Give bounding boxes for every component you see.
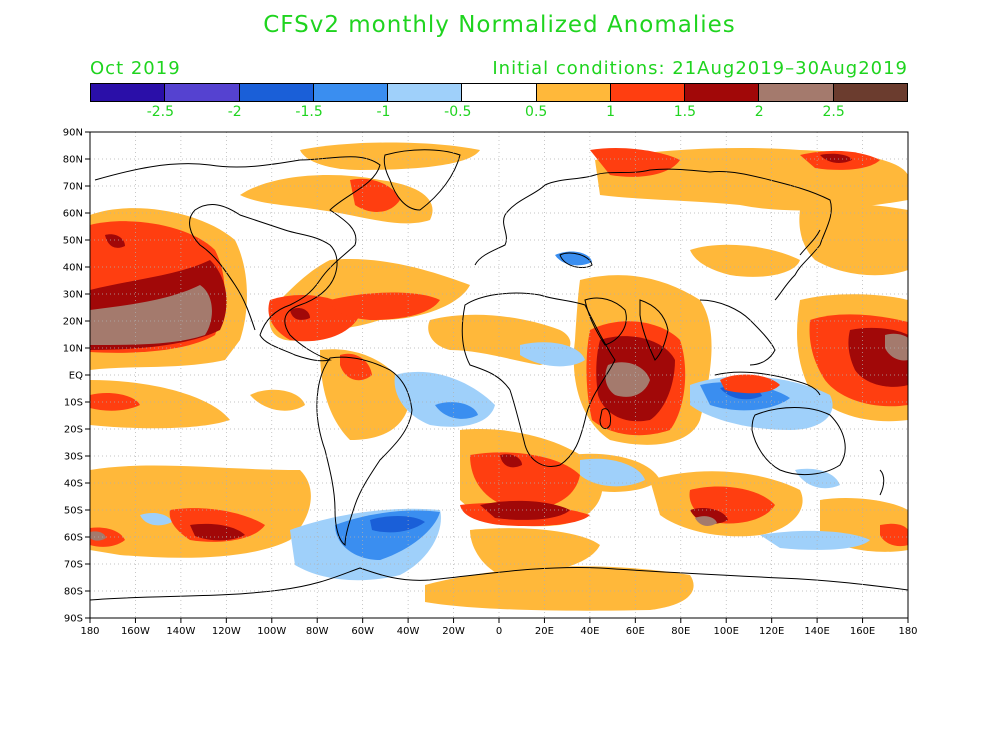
colorbar-tick-label: -2.5 bbox=[146, 104, 175, 120]
coast-new-zealand bbox=[879, 469, 885, 496]
lat-tick-label: 30N bbox=[63, 290, 83, 301]
colorbar-segment bbox=[239, 84, 314, 101]
colorbar-segment bbox=[165, 84, 240, 101]
coast-india bbox=[639, 299, 669, 361]
coast-africa bbox=[461, 292, 616, 467]
lon-tick-label: 140E bbox=[804, 626, 829, 637]
colorbar-tick-label: -1.5 bbox=[295, 104, 323, 120]
lat-tick-label: 30S bbox=[64, 452, 83, 463]
coast-arabia bbox=[584, 297, 627, 346]
initial-conditions: Initial conditions: 21Aug2019–30Aug2019 bbox=[492, 58, 908, 79]
lon-tick-label: 100E bbox=[714, 626, 739, 637]
coast-south-america bbox=[316, 356, 413, 546]
colorbar-tick-label: -1 bbox=[376, 104, 391, 120]
lat-axis: 90N 80N 70N 60N 50N 40N 30N 20N 10N EQ 10S 20S 30S 40… bbox=[63, 128, 90, 625]
lat-tick-label: 40N bbox=[63, 263, 83, 274]
coast-australia bbox=[751, 407, 846, 475]
coast-antarctica bbox=[90, 566, 908, 601]
lat-tick-label: 90S bbox=[64, 614, 83, 625]
coast-southeast-asia bbox=[699, 299, 776, 366]
colorbar-segment bbox=[388, 84, 463, 101]
anomaly-brown bbox=[90, 285, 908, 541]
lon-tick-label: 60E bbox=[626, 626, 645, 637]
lon-tick-label: 40E bbox=[580, 626, 599, 637]
lat-tick-label: 60S bbox=[64, 533, 83, 544]
lon-tick-label: 20W bbox=[442, 626, 465, 637]
lat-tick-label: 20N bbox=[63, 317, 83, 328]
colorbar-segment bbox=[685, 84, 760, 101]
grid-lines bbox=[90, 132, 908, 618]
lon-tick-label: 180 bbox=[898, 626, 917, 637]
lon-tick-label: 40W bbox=[397, 626, 420, 637]
lat-tick-label: 50S bbox=[64, 506, 83, 517]
lat-tick-label: 70N bbox=[63, 182, 83, 193]
coast-caspian bbox=[559, 252, 593, 268]
coast-europe bbox=[474, 168, 832, 301]
colorbar-tick-label: 2 bbox=[754, 104, 764, 120]
colorbar-tick-label: 1 bbox=[606, 104, 615, 120]
coast-japan bbox=[799, 229, 821, 256]
colorbar-segment bbox=[759, 84, 834, 101]
coast-maritime-continent bbox=[714, 371, 821, 396]
lat-tick-label: 80N bbox=[63, 155, 83, 166]
lon-tick-label: 140W bbox=[166, 626, 195, 637]
lon-tick-label: 120W bbox=[212, 626, 241, 637]
map-title: CFSv2 monthly Normalized Anomalies bbox=[263, 12, 736, 38]
lat-tick-label: 70S bbox=[64, 560, 83, 571]
coast-north-america bbox=[94, 156, 381, 362]
lat-tick-label: 20S bbox=[64, 425, 83, 436]
lat-tick-label: 50N bbox=[63, 236, 83, 247]
colorbar-tick-label: 0.5 bbox=[525, 104, 548, 120]
lon-tick-label: 80W bbox=[306, 626, 329, 637]
colorbar-tick-label: -0.5 bbox=[444, 104, 472, 120]
colorbar-segment bbox=[833, 84, 907, 101]
lon-tick-label: 100W bbox=[257, 626, 286, 637]
valid-month: Oct 2019 bbox=[90, 58, 181, 79]
colorbar-segment bbox=[610, 84, 686, 101]
lat-tick-label: 90N bbox=[63, 128, 83, 139]
lon-tick-label: 180 bbox=[80, 626, 99, 637]
lat-tick-label: 60N bbox=[63, 209, 83, 220]
lat-tick-label: EQ bbox=[69, 371, 83, 382]
lon-tick-label: 0 bbox=[496, 626, 502, 637]
lon-tick-label: 160W bbox=[121, 626, 150, 637]
lat-tick-label: 10S bbox=[64, 398, 83, 409]
colorbar-segment bbox=[91, 84, 166, 101]
lon-tick-label: 80E bbox=[671, 626, 690, 637]
lat-tick-label: 80S bbox=[64, 587, 83, 598]
lon-axis: 180 160W 140W 120W 100W 80W 60W 40W 20W 0 20E 40E 60… bbox=[80, 618, 918, 637]
colorbar-segment bbox=[462, 84, 537, 101]
coast-greenland bbox=[383, 149, 461, 211]
colorbar-tick-label: 1.5 bbox=[673, 104, 697, 120]
lon-tick-label: 120E bbox=[759, 626, 784, 637]
lon-tick-label: 160E bbox=[850, 626, 875, 637]
lon-tick-label: 20E bbox=[535, 626, 554, 637]
colorbar-segment bbox=[536, 84, 611, 101]
colorbar-tick-label: 2.5 bbox=[822, 104, 845, 120]
colorbar bbox=[90, 83, 908, 102]
lat-tick-label: 40S bbox=[64, 479, 83, 490]
coast-madagascar bbox=[599, 408, 611, 430]
colorbar-tick-label: -2 bbox=[227, 104, 242, 120]
colorbar-segment bbox=[313, 84, 389, 101]
lon-tick-label: 60W bbox=[351, 626, 374, 637]
coastlines bbox=[90, 149, 908, 601]
lat-tick-label: 10N bbox=[63, 344, 83, 355]
